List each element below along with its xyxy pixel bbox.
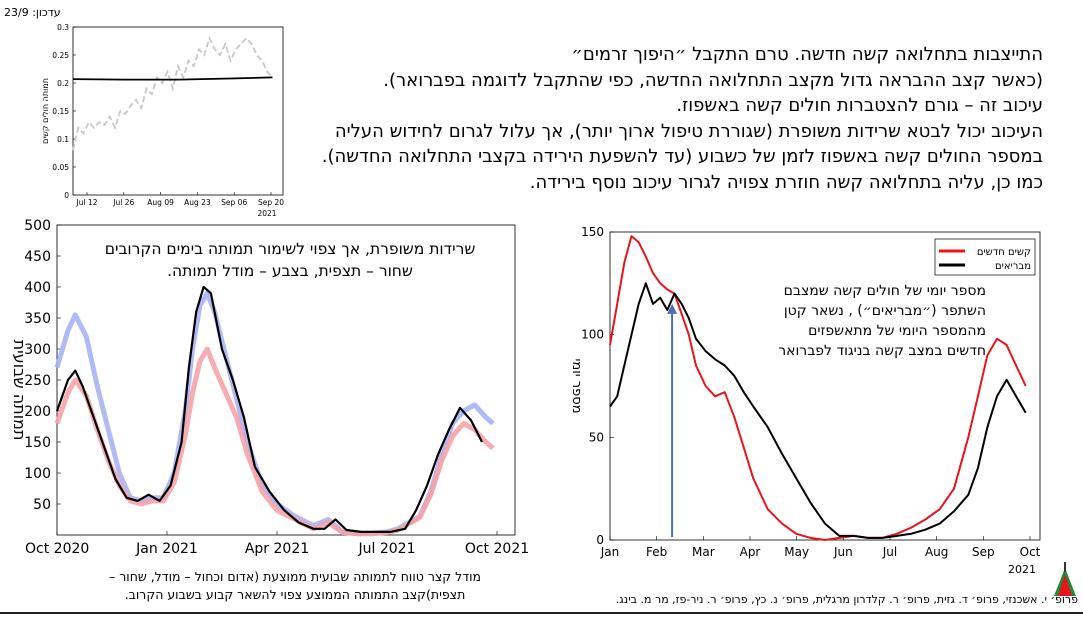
x-tick-label: Jan: [600, 545, 620, 559]
x-tick-label: Sep 06: [221, 198, 247, 207]
y-tick-label: 0: [596, 533, 604, 547]
chart-bottom-left-annotation: שרידות משופרת, אך צפוי לשימור תמותה בימי…: [60, 238, 520, 282]
summary-line: (כאשר קצב ההבראה גדול מקצב התחלואה החדשה…: [383, 69, 1043, 91]
summary-line: במספר החולים קשה באשפוז לזמן של כשבוע (ע…: [321, 146, 1043, 167]
y-tick-label: 0.25: [52, 51, 69, 60]
series-line-recovered: [609, 282, 1027, 539]
caption-line: תצפית)קצב התמותה הממוצע צפוי להשאר קבוע …: [124, 587, 466, 602]
legend: קשים חדשים מבריאים: [934, 238, 1036, 276]
y-tick-label: 0.2: [57, 79, 69, 88]
footer-divider: [0, 612, 1083, 614]
arrow-head-icon: [667, 303, 678, 314]
y-tick-label: 250: [24, 373, 51, 389]
x-tick-label: Mar: [692, 545, 715, 559]
legend-label: קשים חדשים: [977, 247, 1031, 258]
annotation-line: מהמספר היומי של מתאשפזים: [808, 323, 986, 339]
x-tick-label: Aug 23: [184, 198, 211, 207]
y-tick-label: 50: [589, 430, 604, 444]
x-tick-label: Jul: [882, 545, 897, 559]
summary-line: עיכוב זה – גורם להצטברות חולים קשה באשפו…: [676, 95, 1043, 116]
summary-line: העיכוב יכול לבטא שרידות משופרת (שגוררת ט…: [334, 120, 1043, 142]
x-tick-label: Oct 2021: [465, 541, 529, 557]
y-tick-label: 150: [24, 435, 51, 451]
legend-label: מבריאים: [995, 261, 1031, 272]
caption-line: מודל קצר טווח לתמותה שבועית ממוצעת (אדום…: [109, 569, 481, 584]
chart-bottom-left-caption: מודל קצר טווח לתמותה שבועית ממוצעת (אדום…: [55, 568, 535, 604]
plot-frame: [609, 231, 1041, 541]
annotation-line: חדשים במצב קשה בניגוד לפברואר: [778, 343, 986, 359]
x-year-label: 2021: [1008, 563, 1036, 576]
summary-paragraph: התייצבות בתחלואה קשה חדשה. טרם התקבל ״הי…: [303, 42, 1043, 195]
y-tick-label: 200: [24, 404, 51, 420]
x-tick-label: Oct 2020: [25, 541, 89, 557]
x-tick-label: Oct: [1020, 545, 1041, 559]
y-axis-label: תמותה שבועית: [10, 340, 29, 441]
chart-bottom-right-annotation: מספר יומי של חולים קשה שמצבם השתפר (״מבר…: [716, 281, 986, 361]
x-year-label: 2021: [257, 209, 276, 218]
y-tick-label: 450: [24, 249, 51, 265]
x-tick-label: Jun: [833, 545, 853, 559]
y-tick-label: 100: [24, 466, 51, 482]
annotation-line: השתפר (״מבריאים״) , נשאר קטן: [783, 303, 986, 319]
y-tick-label: 0.1: [57, 135, 69, 144]
summary-line: התייצבות בתחלואה קשה חדשה. טרם התקבל ״הי…: [571, 44, 1043, 65]
x-tick-label: May: [784, 545, 809, 559]
annotation-line: שרידות משופרת, אך צפוי לשימור תמותה בימי…: [104, 240, 476, 258]
series-line-model: [72, 76, 273, 81]
x-tick-label: Jul 2021: [358, 541, 416, 557]
y-tick-label: 300: [24, 342, 51, 358]
annotation-line: מספר יומי של חולים קשה שמצבם: [783, 283, 986, 299]
x-tick-label: Aug: [925, 545, 948, 559]
logo-icon: [1054, 562, 1076, 596]
y-tick-label: 50: [33, 497, 51, 513]
y-tick-label: 500: [24, 218, 51, 234]
y-tick-label: 0: [64, 191, 69, 200]
x-tick-label: Apr 2021: [245, 541, 309, 557]
plot-frame: [72, 26, 284, 196]
chart-bottom-right: 0 50 100 150 Jan Feb Mar Apr May Jun Jul Aug Sep Oct 2…: [569, 225, 1041, 576]
y-tick-label: 150: [581, 225, 604, 239]
annotation-line: שחור – תצפית, בצבע – מודל תמותה.: [167, 262, 413, 280]
y-axis-label: תמותה חולים קשים: [41, 78, 50, 144]
series-line-observed: [72, 35, 274, 151]
plot-frame: [56, 224, 516, 536]
x-tick-label: Sep 20: [258, 198, 284, 207]
x-tick-label: Jul 12: [76, 198, 98, 207]
y-tick-label: 350: [24, 311, 51, 327]
chart-bottom-left: 50 100 150 200 250 300 350 400 450 500 Oct 2020 Jan…: [10, 218, 529, 557]
x-tick-label: Feb: [646, 545, 667, 559]
chart-top-left: 0 0.05 0.1 0.15 0.2 0.25 0.3 Jul 12 Jul 26 Aug 09…: [41, 23, 284, 218]
x-tick-label: Aug 09: [147, 198, 174, 207]
legend-box: [934, 238, 1036, 276]
y-tick-label: 0.05: [52, 163, 69, 172]
y-tick-label: 0.15: [52, 107, 69, 116]
x-tick-label: Jul 26: [112, 198, 134, 207]
update-label: עדכון: 23/9: [4, 6, 61, 19]
y-tick-label: 400: [24, 280, 51, 296]
y-axis-label: מספר יומי: [569, 358, 584, 413]
x-tick-label: Jan 2021: [135, 541, 198, 557]
x-tick-label: Sep: [972, 545, 995, 559]
series-line-new-severe: [609, 235, 1027, 541]
y-tick-label: 100: [581, 328, 604, 342]
x-tick-label: Apr: [740, 545, 761, 559]
authors-footer: פרופ׳ י. אשכנזי, פרופ׳ ד. גזית, פרופ׳ ר.…: [615, 593, 1078, 606]
series-line-observed: [55, 285, 483, 533]
y-tick-label: 0.3: [57, 23, 69, 32]
summary-line: כמו כן, עליה בתחלואה קשה חוזרת צפויה לגר…: [529, 171, 1043, 193]
